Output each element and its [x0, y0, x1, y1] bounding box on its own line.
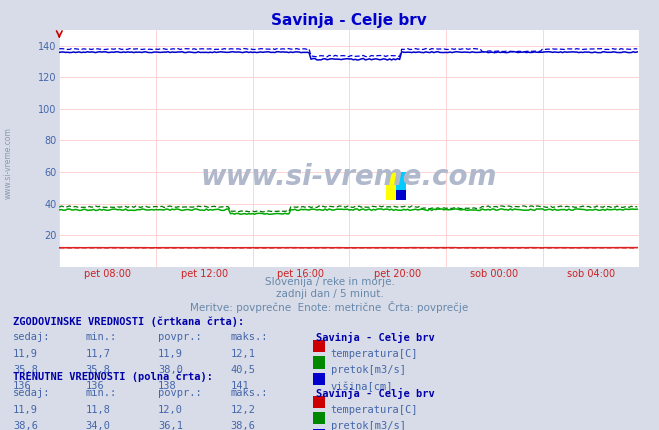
- Bar: [386, 172, 395, 200]
- Text: 141: 141: [231, 381, 249, 391]
- Bar: [395, 172, 406, 190]
- Text: Savinja - Celje brv: Savinja - Celje brv: [316, 332, 435, 344]
- Text: 12,0: 12,0: [158, 405, 183, 415]
- Text: 38,0: 38,0: [158, 365, 183, 375]
- Text: 11,8: 11,8: [86, 405, 111, 415]
- Text: 36,1: 36,1: [158, 421, 183, 430]
- Text: sedaj:: sedaj:: [13, 332, 51, 342]
- Text: sedaj:: sedaj:: [13, 388, 51, 398]
- Text: 138: 138: [158, 381, 177, 391]
- Text: pretok[m3/s]: pretok[m3/s]: [331, 365, 406, 375]
- Text: min.:: min.:: [86, 332, 117, 342]
- Text: 38,6: 38,6: [231, 421, 256, 430]
- Text: povpr.:: povpr.:: [158, 332, 202, 342]
- Text: 12,2: 12,2: [231, 405, 256, 415]
- Text: www.si-vreme.com: www.si-vreme.com: [4, 127, 13, 200]
- Text: 38,6: 38,6: [13, 421, 38, 430]
- Text: Savinja - Celje brv: Savinja - Celje brv: [316, 388, 435, 399]
- Text: maks.:: maks.:: [231, 388, 268, 398]
- Text: 11,9: 11,9: [13, 349, 38, 359]
- Text: zadnji dan / 5 minut.: zadnji dan / 5 minut.: [275, 289, 384, 299]
- Text: 136: 136: [13, 381, 32, 391]
- Text: ZGODOVINSKE VREDNOSTI (črtkana črta):: ZGODOVINSKE VREDNOSTI (črtkana črta):: [13, 316, 244, 326]
- Text: temperatura[C]: temperatura[C]: [331, 405, 418, 415]
- Text: 11,9: 11,9: [158, 349, 183, 359]
- Text: 35,8: 35,8: [86, 365, 111, 375]
- Text: temperatura[C]: temperatura[C]: [331, 349, 418, 359]
- Bar: [395, 190, 406, 200]
- Text: min.:: min.:: [86, 388, 117, 398]
- Text: 11,9: 11,9: [13, 405, 38, 415]
- Text: www.si-vreme.com: www.si-vreme.com: [201, 163, 498, 191]
- Text: 11,7: 11,7: [86, 349, 111, 359]
- Text: Slovenija / reke in morje.: Slovenija / reke in morje.: [264, 277, 395, 287]
- Text: 35,8: 35,8: [13, 365, 38, 375]
- Text: Meritve: povprečne  Enote: metrične  Črta: povprečje: Meritve: povprečne Enote: metrične Črta:…: [190, 301, 469, 313]
- Text: TRENUTNE VREDNOSTI (polna črta):: TRENUTNE VREDNOSTI (polna črta):: [13, 372, 213, 382]
- Title: Savinja - Celje brv: Savinja - Celje brv: [272, 12, 427, 28]
- Text: 40,5: 40,5: [231, 365, 256, 375]
- Text: 136: 136: [86, 381, 104, 391]
- Text: 34,0: 34,0: [86, 421, 111, 430]
- Text: višina[cm]: višina[cm]: [331, 381, 393, 392]
- Text: maks.:: maks.:: [231, 332, 268, 342]
- Text: povpr.:: povpr.:: [158, 388, 202, 398]
- Text: 12,1: 12,1: [231, 349, 256, 359]
- Text: pretok[m3/s]: pretok[m3/s]: [331, 421, 406, 430]
